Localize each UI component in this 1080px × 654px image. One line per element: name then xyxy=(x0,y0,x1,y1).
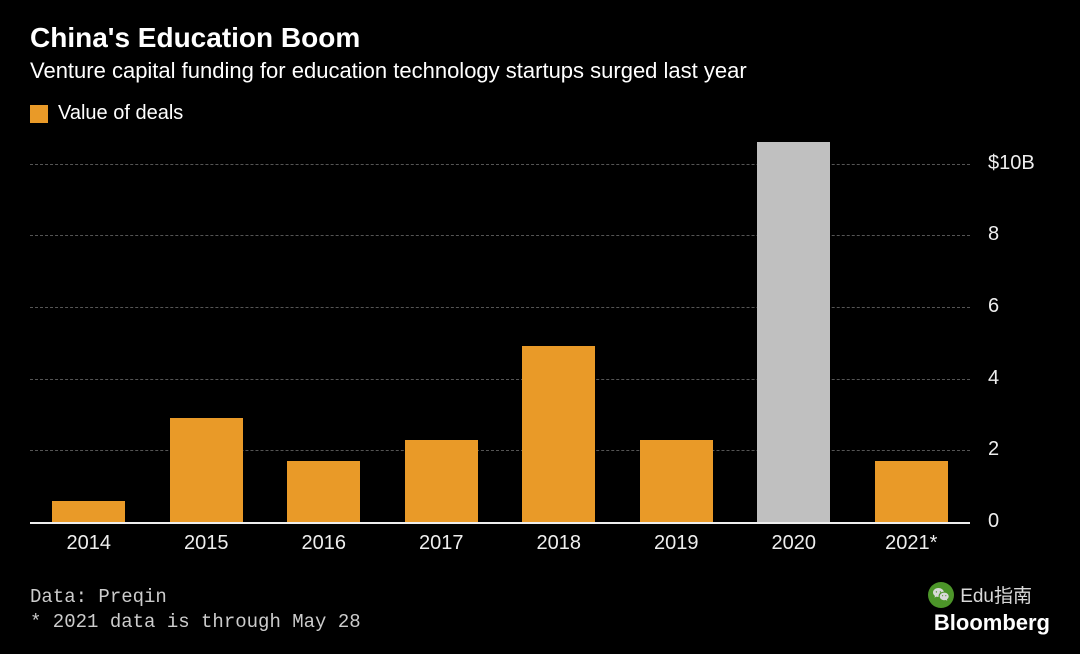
footer-note: * 2021 data is through May 28 xyxy=(30,610,361,636)
brand-label: Bloomberg xyxy=(934,610,1050,636)
bar xyxy=(757,142,830,522)
bar xyxy=(287,461,360,522)
y-tick-label: 6 xyxy=(988,295,999,318)
bar xyxy=(875,461,948,522)
y-tick-label: $10B xyxy=(988,152,1035,175)
bar xyxy=(522,346,595,522)
x-tick-label: 2017 xyxy=(419,532,464,555)
watermark-text: Edu指南 xyxy=(960,581,1032,608)
x-tick-label: 2015 xyxy=(184,532,229,555)
x-tick-label: 2014 xyxy=(67,532,112,555)
watermark: Edu指南 xyxy=(928,581,1032,608)
legend-label: Value of deals xyxy=(58,102,183,125)
bar xyxy=(52,501,125,523)
wechat-icon xyxy=(928,582,954,608)
y-tick-label: 0 xyxy=(988,510,999,533)
legend: Value of deals xyxy=(30,102,1050,125)
axis-baseline xyxy=(30,522,970,524)
bar xyxy=(170,418,243,522)
bar xyxy=(405,440,478,522)
chart-title: China's Education Boom xyxy=(30,22,1050,54)
footer-source: Data: Preqin xyxy=(30,585,361,611)
x-tick-label: 2020 xyxy=(772,532,817,555)
x-tick-label: 2018 xyxy=(537,532,582,555)
bar xyxy=(640,440,713,522)
x-tick-label: 2021* xyxy=(885,532,937,555)
chart-footer: Data: Preqin * 2021 data is through May … xyxy=(30,585,361,636)
y-tick-label: 4 xyxy=(988,367,999,390)
chart-subtitle: Venture capital funding for education te… xyxy=(30,58,1050,84)
x-tick-label: 2019 xyxy=(654,532,699,555)
y-tick-label: 2 xyxy=(988,438,999,461)
x-tick-label: 2016 xyxy=(302,532,347,555)
plot-area: 02468$10B2014201520162017201820192020202… xyxy=(30,142,970,522)
legend-swatch xyxy=(30,105,48,123)
y-tick-label: 8 xyxy=(988,223,999,246)
